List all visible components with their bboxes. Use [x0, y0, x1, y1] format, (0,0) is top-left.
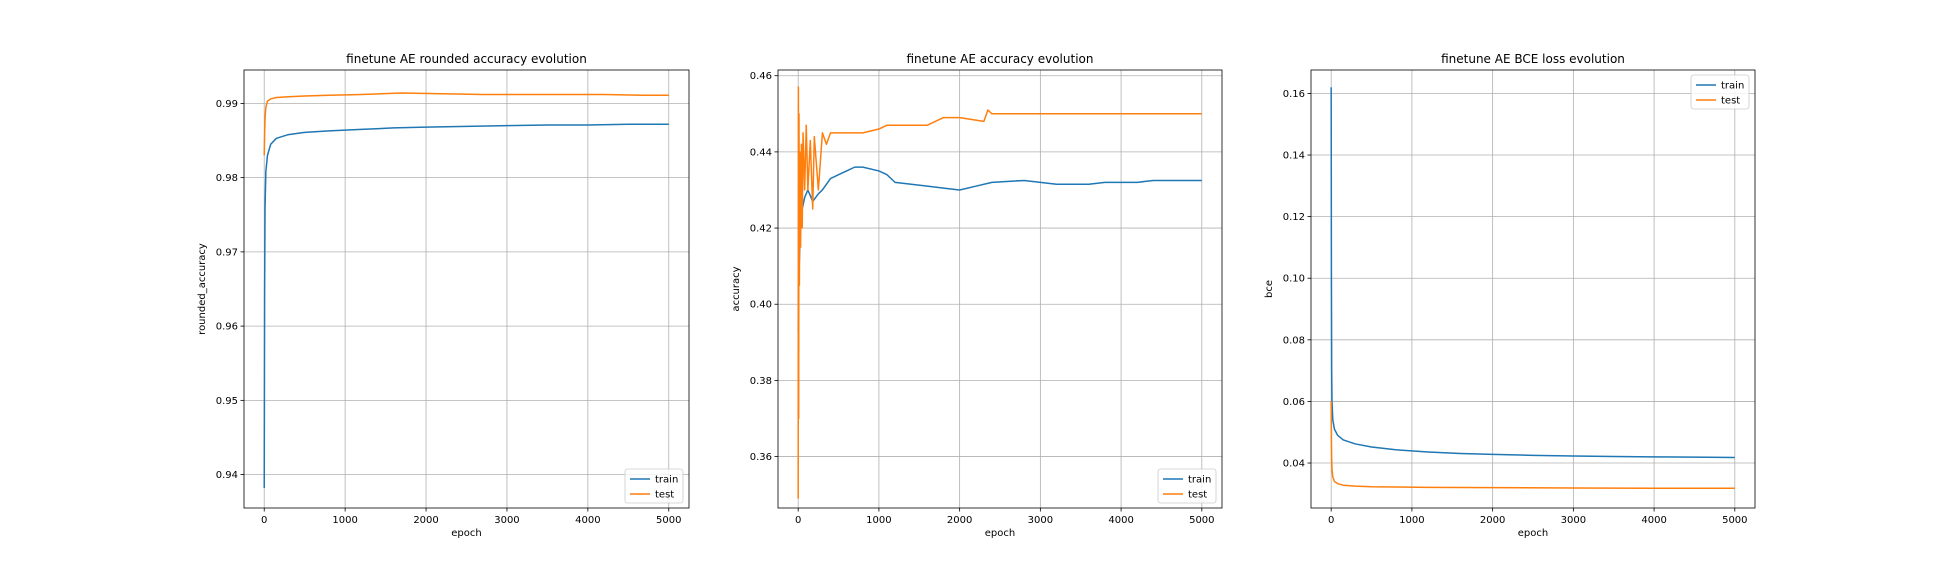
x-tick-label: 3000 [1028, 515, 1053, 526]
y-tick-label: 0.12 [1283, 212, 1305, 223]
series-line-train [797, 166, 1202, 331]
y-tick-label: 0.08 [1283, 335, 1305, 346]
x-tick-label: 2000 [413, 515, 438, 526]
legend: train test [1690, 74, 1750, 110]
x-tick-label: 4000 [575, 515, 600, 526]
x-tick-label: 3000 [494, 515, 519, 526]
x-tick-label: 3000 [1561, 515, 1586, 526]
legend: train test [624, 468, 684, 504]
y-axis-label: accuracy [731, 266, 742, 311]
y-axis-label: bce [1264, 280, 1275, 298]
x-tick-label: 5000 [656, 515, 681, 526]
legend-label-train: train [1721, 81, 1744, 92]
x-tick-label: 0 [795, 515, 801, 526]
series-line-train [263, 123, 669, 488]
legend-label-test: test [1188, 490, 1207, 501]
y-tick-label: 0.46 [750, 71, 772, 82]
x-axis-label: epoch [451, 528, 481, 539]
legend-label-test: test [1721, 96, 1740, 107]
y-tick-label: 0.04 [1283, 459, 1305, 470]
x-tick-label: 1000 [332, 515, 357, 526]
y-axis-label: rounded_accuracy [197, 243, 208, 335]
y-tick-label: 0.95 [216, 396, 238, 407]
chart-panel-2: 0 1000 2000 3000 4000 5000 0.36 0.38 0.40 0.42 0.4… [731, 52, 1223, 539]
legend-label-train: train [1188, 475, 1211, 486]
y-tick-label: 0.06 [1283, 397, 1305, 408]
x-tick-label: 1000 [866, 515, 891, 526]
x-tick-label: 5000 [1189, 515, 1214, 526]
series-line-test [1330, 401, 1735, 490]
legend: train test [1157, 468, 1217, 504]
y-tick-label: 0.40 [750, 300, 772, 311]
y-tick-label: 0.96 [216, 322, 238, 333]
chart-title: finetune AE BCE loss evolution [1441, 52, 1625, 66]
x-tick-label: 1000 [1399, 515, 1424, 526]
x-tick-label: 4000 [1641, 515, 1666, 526]
axes-frame [777, 69, 1223, 509]
y-tick-label: 0.16 [1283, 89, 1305, 100]
x-axis-label: epoch [1518, 528, 1548, 539]
x-tick-label: 2000 [1480, 515, 1505, 526]
x-tick-label: 4000 [1108, 515, 1133, 526]
y-tick-label: 0.97 [216, 247, 238, 258]
legend-label-train: train [655, 475, 678, 486]
y-tick-label: 0.10 [1283, 274, 1305, 285]
y-tick-label: 0.14 [1283, 151, 1305, 162]
chart-panel-1: 0 1000 2000 3000 4000 5000 0.94 0.95 0.96 0.97 0.9… [197, 52, 690, 539]
chart-title: finetune AE accuracy evolution [907, 52, 1094, 66]
y-tick-label: 0.99 [216, 99, 238, 110]
x-axis-label: epoch [985, 528, 1015, 539]
y-tick-label: 0.44 [750, 147, 772, 158]
axes-frame [243, 69, 690, 509]
chart-title: finetune AE rounded accuracy evolution [346, 52, 587, 66]
x-tick-label: 0 [1328, 515, 1334, 526]
y-tick-label: 0.42 [750, 224, 772, 235]
x-tick-label: 2000 [947, 515, 972, 526]
y-tick-label: 0.36 [750, 452, 772, 463]
series-line-test [797, 86, 1202, 499]
series-line-train [1330, 87, 1735, 459]
legend-label-test: test [655, 490, 674, 501]
x-tick-label: 5000 [1722, 515, 1747, 526]
chart-panel-3: 0 1000 2000 3000 4000 5000 0.04 0.06 0.08 0.10 0.1… [1264, 52, 1756, 539]
y-tick-label: 0.98 [216, 173, 238, 184]
y-tick-label: 0.38 [750, 376, 772, 387]
axes-frame [1310, 69, 1756, 509]
x-tick-label: 0 [261, 515, 267, 526]
series-line-test [263, 92, 669, 156]
y-tick-label: 0.94 [216, 470, 238, 481]
